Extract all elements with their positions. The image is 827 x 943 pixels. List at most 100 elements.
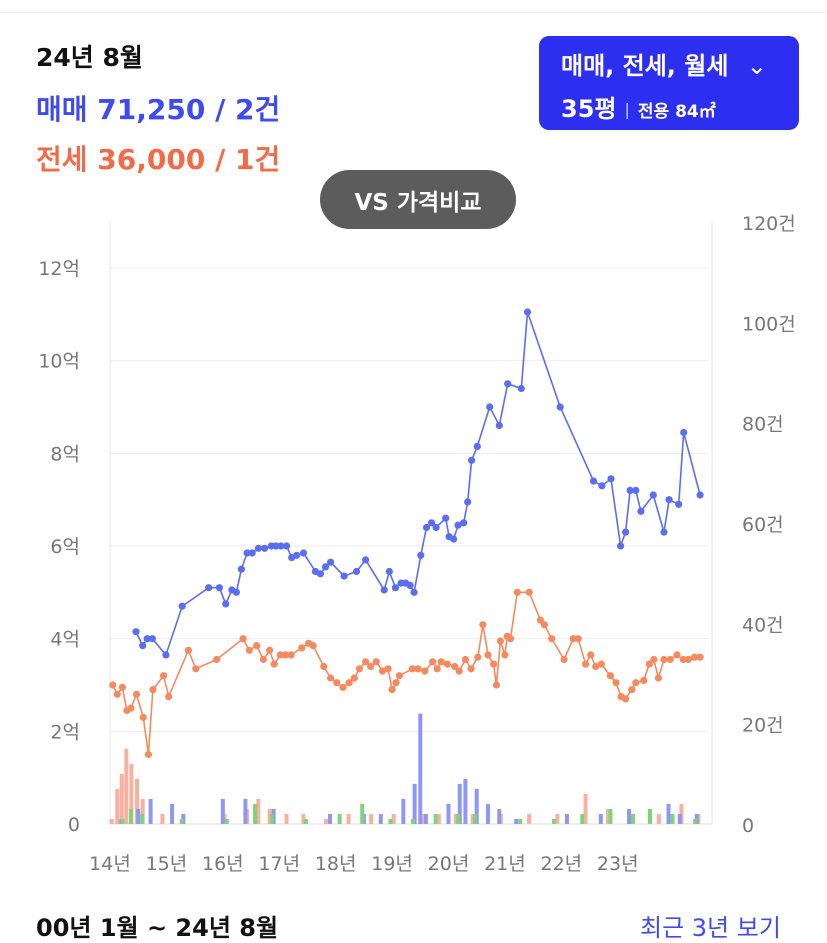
sale-price-point: [617, 542, 625, 550]
price-chart: 0 2억 4억 6억 8억 10억 12억 0 20건 40건 60건 80건 100건 120건 14년 1…: [38, 213, 796, 875]
sale-price-point: [622, 528, 630, 536]
jeonse-volume-bar: [160, 813, 165, 824]
sale-price-point: [143, 635, 151, 643]
sale-price-point: [248, 549, 256, 557]
sale-price-point: [460, 519, 468, 527]
jeonse-price-point: [569, 635, 577, 643]
jeonse-price-point: [378, 667, 387, 675]
jeonse-price-point: [395, 672, 403, 680]
sale-price-point: [410, 588, 418, 596]
jeonse-price-point: [287, 651, 295, 659]
jeonse-volume-bar: [391, 813, 396, 824]
jeonse-price-point: [333, 679, 341, 687]
jeonse-price-point: [501, 651, 509, 659]
sale-price-point: [637, 507, 645, 515]
jeonse-price-point: [109, 681, 117, 689]
monthly-volume-bar: [303, 818, 308, 824]
sale-volume-bar: [220, 798, 225, 824]
sale-volume-bar: [243, 798, 248, 824]
jeonse-price-point: [622, 695, 630, 703]
jeonse-price-point: [259, 655, 267, 664]
jeonse-volume-bar: [656, 813, 661, 824]
jeonse-price-point: [574, 635, 582, 643]
sale-price-point: [626, 486, 634, 494]
filter-area: 전용 84㎡: [637, 102, 716, 122]
sale-price-point: [385, 567, 393, 576]
monthly-volume-bar: [128, 808, 133, 824]
jeonse-price-point: [127, 704, 135, 712]
sale-volume-bar: [170, 803, 175, 824]
sale-price-point: [327, 558, 335, 566]
monthly-volume-bar: [179, 818, 184, 824]
sale-volume-bar: [666, 803, 671, 824]
recent-3years-link[interactable]: 최근 3년 보기: [640, 914, 781, 942]
monthly-volume-bar: [253, 803, 258, 824]
compare-button[interactable]: VS 가격비교: [320, 170, 516, 229]
jeonse-price-point: [355, 665, 363, 673]
monthly-volume-bar: [608, 808, 613, 824]
jeonse-price-point: [536, 616, 545, 624]
jeonse-price-point: [650, 655, 658, 664]
jeonse-price-point: [362, 658, 370, 666]
jeonse-price-point: [455, 667, 463, 675]
jeonse-price-point: [388, 686, 396, 694]
monthly-volume-bar: [518, 818, 523, 824]
left-tick-label: 12억: [38, 258, 80, 280]
sale-price-point: [464, 498, 472, 506]
jeonse-volume-bar: [583, 793, 588, 824]
sale-volume-bar: [412, 783, 417, 824]
jeonse-volume-bar: [267, 808, 272, 824]
jeonse-price-point: [451, 662, 459, 671]
jeonse-price-point: [339, 683, 347, 691]
sale-price-point: [607, 475, 615, 483]
right-tick-label: 100건: [742, 313, 796, 335]
right-tick-label: 80건: [742, 414, 784, 436]
jeonse-price-point: [474, 653, 482, 661]
sale-price-point: [428, 519, 436, 527]
jeonse-price-point: [597, 660, 606, 668]
jeonse-volume-bar: [124, 748, 129, 824]
sale-volume-bar: [474, 788, 479, 824]
chevron-down-icon: ⌄: [746, 52, 767, 80]
jeonse-price-point: [281, 651, 290, 659]
jeonse-volume-bar: [129, 763, 134, 824]
sale-price-point: [632, 486, 640, 494]
volume-bars: [109, 713, 701, 824]
jeonse-price-point: [184, 646, 192, 654]
footer-range: 00년 1월 ~ 24년 8월: [36, 914, 279, 942]
jeonse-volume-bar: [256, 798, 261, 824]
jeonse-price-point: [666, 655, 674, 664]
jeonse-volume-bar: [119, 773, 124, 824]
jeonse-volume-bar: [324, 818, 329, 824]
x-tick-label: 15년: [146, 853, 188, 875]
jeonse-price-point: [392, 679, 400, 687]
jeonse-volume-bar: [115, 788, 120, 824]
jeonse-price-point: [654, 674, 663, 682]
jeonse-price-point: [266, 646, 274, 654]
sale-price-point: [132, 628, 140, 636]
sale-price-point: [340, 572, 348, 580]
sale-price-point: [237, 565, 245, 573]
deal-filter-button[interactable]: 매매, 전세, 월세 ⌄ 35평 | 전용 84㎡: [539, 36, 799, 130]
x-tick-label: 23년: [597, 853, 639, 875]
jeonse-volume-bar: [301, 813, 306, 824]
sale-price-point: [417, 551, 425, 559]
jeonse-price-point: [592, 662, 600, 671]
sale-price-point: [454, 521, 462, 529]
sale-price-point: [352, 567, 361, 576]
jeonse-price-point: [587, 651, 595, 659]
jeonse-price-point: [245, 646, 253, 654]
sale-price-point: [665, 496, 673, 504]
x-tick-label: 17년: [258, 853, 300, 875]
jeonse-price-point: [433, 665, 441, 673]
right-tick-label: 40건: [742, 614, 784, 636]
jeonse-price-point: [132, 690, 141, 698]
sale-volume-bar: [423, 813, 428, 824]
jeonse-volume-bar: [453, 813, 458, 824]
jeonse-price-point: [213, 655, 221, 664]
sale-price-point: [277, 542, 285, 550]
sale-price-point: [696, 491, 704, 499]
sale-price-point: [139, 642, 147, 650]
sale-price-point: [473, 442, 481, 450]
sale-volume-bar: [497, 808, 502, 824]
